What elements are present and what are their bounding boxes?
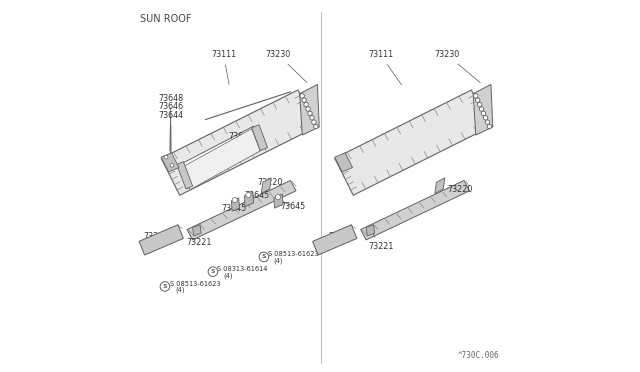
Text: 73111: 73111 xyxy=(368,51,401,85)
Circle shape xyxy=(474,94,478,98)
Text: 73648: 73648 xyxy=(158,94,184,151)
Text: 73644: 73644 xyxy=(158,110,184,158)
Polygon shape xyxy=(178,126,263,189)
Circle shape xyxy=(232,198,237,203)
Polygon shape xyxy=(187,180,296,240)
Polygon shape xyxy=(366,225,374,236)
Polygon shape xyxy=(312,225,357,255)
Polygon shape xyxy=(177,161,193,189)
Text: S: S xyxy=(163,284,167,289)
Text: 73646: 73646 xyxy=(158,102,184,155)
Circle shape xyxy=(308,111,312,116)
Text: (4): (4) xyxy=(223,272,232,279)
Text: SUN ROOF: SUN ROOF xyxy=(140,14,191,24)
Circle shape xyxy=(479,107,484,111)
Circle shape xyxy=(300,94,305,98)
Circle shape xyxy=(476,98,480,102)
Circle shape xyxy=(310,116,314,120)
Polygon shape xyxy=(244,192,253,207)
Circle shape xyxy=(481,111,486,116)
Polygon shape xyxy=(335,90,490,195)
Circle shape xyxy=(160,282,170,291)
Text: (4): (4) xyxy=(175,287,185,294)
Polygon shape xyxy=(161,153,179,172)
Text: S 08513-61623: S 08513-61623 xyxy=(268,251,319,257)
Circle shape xyxy=(302,98,307,102)
Polygon shape xyxy=(274,194,283,208)
Polygon shape xyxy=(261,178,271,193)
Polygon shape xyxy=(360,180,470,240)
Polygon shape xyxy=(252,125,268,151)
Text: 73220: 73220 xyxy=(257,178,283,187)
Circle shape xyxy=(487,124,492,129)
Text: 73230: 73230 xyxy=(266,51,307,83)
Circle shape xyxy=(306,107,310,111)
Polygon shape xyxy=(335,153,353,172)
Text: 73111: 73111 xyxy=(211,51,236,84)
Text: 73230: 73230 xyxy=(435,51,481,83)
Circle shape xyxy=(275,195,280,200)
Text: 73221: 73221 xyxy=(186,230,212,247)
Circle shape xyxy=(477,102,482,107)
Text: 73210: 73210 xyxy=(143,232,169,241)
Circle shape xyxy=(170,163,174,167)
Text: S 08313-61614: S 08313-61614 xyxy=(218,266,268,272)
Polygon shape xyxy=(473,84,493,135)
Circle shape xyxy=(314,124,318,129)
Polygon shape xyxy=(300,84,319,135)
Circle shape xyxy=(259,252,269,262)
Text: 73645: 73645 xyxy=(221,203,246,213)
Text: ^730C.006: ^730C.006 xyxy=(458,350,499,359)
Text: S: S xyxy=(211,269,215,274)
Polygon shape xyxy=(161,90,316,195)
Circle shape xyxy=(304,102,308,107)
Text: 73645: 73645 xyxy=(280,201,305,211)
Text: 73221: 73221 xyxy=(369,232,394,251)
Polygon shape xyxy=(435,178,445,193)
Circle shape xyxy=(312,120,316,124)
Circle shape xyxy=(483,116,488,120)
Text: 73645: 73645 xyxy=(244,191,269,200)
Circle shape xyxy=(164,155,168,159)
Circle shape xyxy=(208,267,218,276)
Polygon shape xyxy=(193,225,201,236)
Text: 73220: 73220 xyxy=(441,185,473,194)
Polygon shape xyxy=(182,129,260,190)
Circle shape xyxy=(246,192,251,198)
Circle shape xyxy=(485,120,490,124)
Polygon shape xyxy=(232,198,239,211)
Text: (4): (4) xyxy=(274,257,284,264)
Text: S: S xyxy=(262,254,266,259)
Text: 73646: 73646 xyxy=(228,132,260,146)
Text: 73210: 73210 xyxy=(328,232,353,241)
Text: S 08513-61623: S 08513-61623 xyxy=(170,281,220,287)
Polygon shape xyxy=(139,225,184,255)
